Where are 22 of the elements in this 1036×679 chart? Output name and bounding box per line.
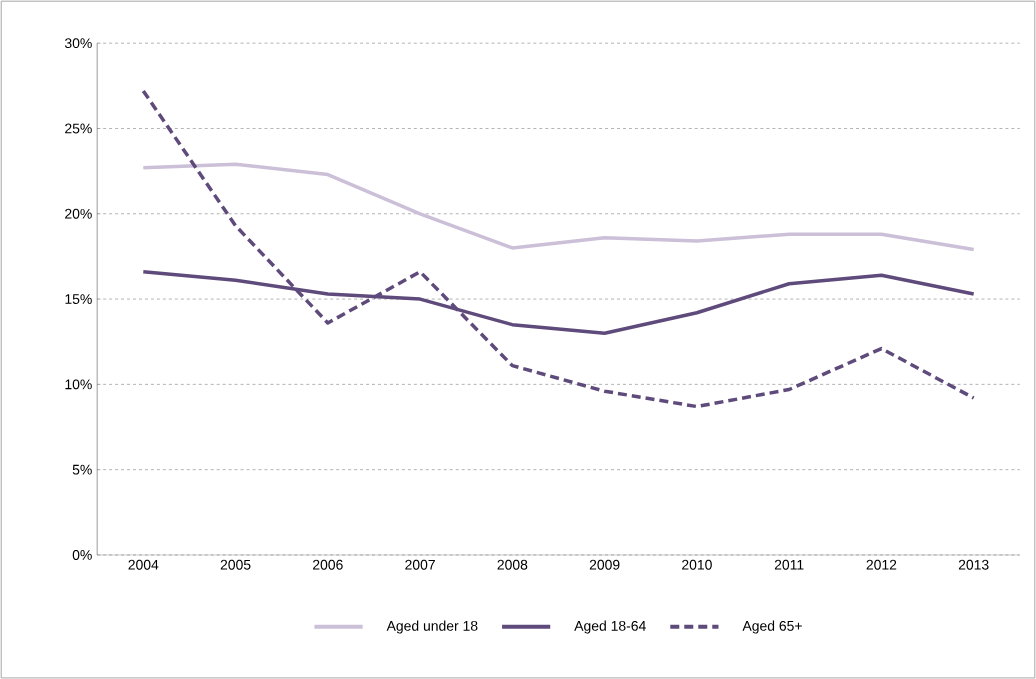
legend-label: Aged 65+ — [742, 620, 802, 634]
y-tick-label: 30% — [64, 38, 92, 49]
y-tick-label: 5% — [72, 464, 92, 475]
x-tick-label: 2008 — [497, 559, 528, 570]
legend-label: Aged under 18 — [386, 620, 478, 634]
x-tick-label: 2006 — [313, 559, 343, 570]
y-tick-label: 15% — [65, 294, 92, 304]
line-series — [141, 89, 976, 409]
y-tick-label: 10% — [65, 379, 92, 390]
x-tick-label: 2009 — [589, 559, 620, 570]
x-tick-label: 2012 — [866, 559, 897, 570]
y-tick-label: 25% — [65, 123, 92, 134]
legend-label: Aged 18-64 — [574, 620, 646, 634]
x-tick-label: 2010 — [682, 559, 712, 570]
y-tick-label: 0% — [72, 549, 92, 560]
line-series — [141, 162, 976, 252]
x-tick-label: 2013 — [958, 559, 989, 570]
y-tick-label: 20% — [65, 208, 92, 219]
x-tick-label: 2007 — [405, 559, 435, 570]
x-tick-label: 2011 — [774, 559, 804, 570]
x-tick-label: 2005 — [220, 559, 251, 570]
x-tick-label: 2004 — [128, 559, 159, 570]
